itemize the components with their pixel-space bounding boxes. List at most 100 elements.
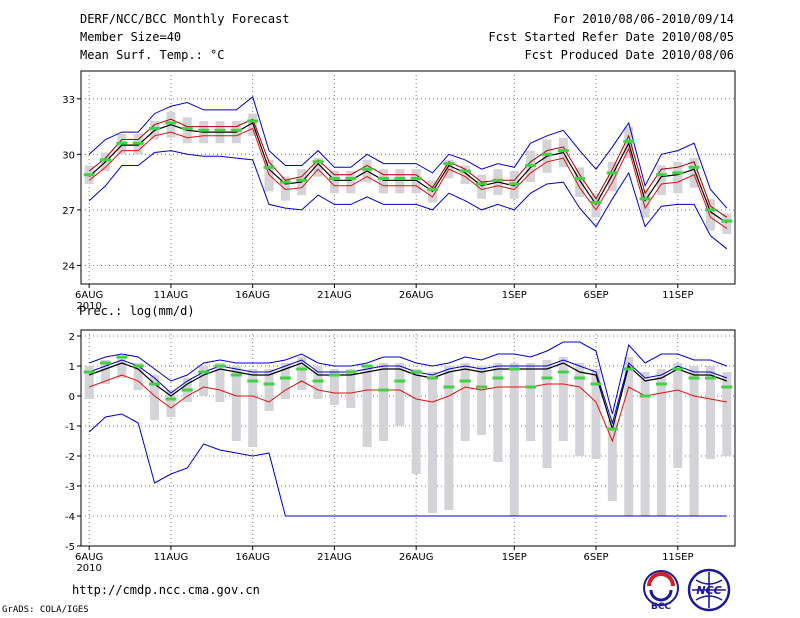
temp-spread-bar [264, 159, 274, 192]
prec-median-marker [639, 394, 651, 398]
temp-median-marker [83, 173, 95, 177]
prec-spread-bar [558, 357, 568, 441]
temp-plot-frame [80, 70, 736, 285]
prec-ytick-label: -2 [65, 452, 75, 463]
prec-spread-bar [329, 369, 339, 405]
prec-median-marker [165, 397, 177, 401]
prec-median-marker [606, 427, 618, 431]
prec-median-marker [83, 370, 95, 374]
temp-spread-bars [84, 111, 732, 234]
prec-spread-bar [656, 369, 666, 516]
prec-median-marker [704, 376, 716, 380]
temp-median-marker [263, 165, 275, 169]
prec-spread-bar [607, 420, 617, 501]
temp-spread-bar [673, 161, 683, 194]
temp-ytick-label: 30 [62, 150, 75, 161]
prec-spread-bar [624, 357, 634, 516]
prec-min-line [88, 413, 727, 517]
temp-median-marker [508, 182, 520, 186]
temp-spread-bar [329, 171, 339, 194]
temp-spread-bar [607, 161, 617, 192]
ncc-logo: NCC [686, 568, 732, 612]
temp-spread-bar [705, 198, 715, 231]
temp-median-marker [574, 176, 586, 180]
temp-spread-bar [395, 169, 405, 194]
temp-median-marker [639, 197, 651, 201]
temp-median-marker [296, 178, 308, 182]
ncc-logo-text: NCC [696, 584, 721, 597]
temp-xtick-label: 1SEP [502, 290, 527, 301]
prec-median-marker [459, 379, 471, 383]
prec-median-marker [100, 361, 112, 365]
temp-median-marker [427, 188, 439, 192]
prec-spread-bar [444, 366, 454, 510]
temp-median-marker [165, 121, 177, 125]
temp-spread-bar [248, 113, 258, 136]
prec-spread-bar [346, 369, 356, 408]
temp-xtick-label: 26AUG [399, 290, 434, 301]
bcc-logo-text: BCC [651, 602, 671, 612]
prec-label: Prec.: log(mm/d) [79, 304, 195, 318]
prec-median-marker [328, 373, 340, 377]
prec-spread-bar [231, 366, 241, 441]
temp-mean-line [88, 122, 728, 224]
prec-median-marker [410, 370, 422, 374]
temp-median-marker [672, 171, 684, 175]
prec-plot-frame [80, 329, 736, 547]
prec-spread-bar [264, 369, 274, 411]
prec-lower-line [89, 374, 727, 443]
prec-xtick-label: 6AUG [75, 552, 103, 563]
temp-ytick-label: 33 [62, 95, 75, 106]
prec-spread-bar [395, 363, 405, 426]
prec-spread-bar [378, 363, 388, 441]
temp-median-marker [394, 176, 406, 180]
temp-median-marker [247, 119, 259, 123]
prec-spread-bar [705, 366, 715, 459]
temp-ytick-label: 24 [62, 261, 75, 272]
source-url[interactable]: http://cmdp.ncc.cma.gov.cn [72, 583, 260, 597]
prec-median-marker [443, 385, 455, 389]
temp-spread-bar [722, 213, 732, 234]
grads-credit: GrADS: COLA/IGES [2, 605, 89, 615]
prec-median-marker [312, 379, 324, 383]
prec-xtick-label: 16AUG [235, 552, 270, 563]
temp-median-marker [149, 126, 161, 130]
temp-spread-bar [378, 169, 388, 194]
prec-median-marker [557, 370, 569, 374]
prec-spread-bar [199, 366, 209, 396]
temp-median-marker [377, 176, 389, 180]
temp-median-marker [623, 139, 635, 143]
temp-median-marker [704, 208, 716, 212]
variable-label: Mean Surf. Temp.: °C [80, 48, 225, 62]
prec-spread-bar [428, 372, 438, 513]
member-size: Member Size=40 [80, 30, 182, 44]
prec-spread-bar [362, 366, 372, 447]
temp-median-marker [557, 149, 569, 153]
prec-median-marker [149, 382, 161, 386]
prec-median-marker [345, 370, 357, 374]
prec-median-markers [83, 355, 733, 431]
prec-spread-bar [215, 363, 225, 402]
temp-panel: 24 27 30 33 6AUG 11AUG 16AUG 21AUG 26AUG 1SEP 6SEP… [62, 70, 736, 312]
temp-spread-bar [575, 167, 585, 197]
prec-median-marker [476, 385, 488, 389]
temp-spread-bar [411, 169, 421, 194]
prec-spread-bar [575, 363, 585, 456]
prec-median-marker [721, 385, 733, 389]
prec-upper-line [89, 359, 727, 425]
temp-xtick-label: 11AUG [154, 290, 189, 301]
prec-median-marker [623, 367, 635, 371]
prec-median-marker [525, 385, 537, 389]
prec-median-marker [296, 367, 308, 371]
prec-ytick-label: -1 [65, 422, 75, 433]
prec-median-marker [132, 364, 144, 368]
prec-ytick-label: -3 [65, 482, 75, 493]
temp-median-marker [328, 176, 340, 180]
temp-ytick-label: 27 [62, 206, 75, 217]
temp-median-marker [361, 167, 373, 171]
temp-xtick-label: 16AUG [235, 290, 270, 301]
prec-spread-bar [509, 363, 519, 516]
prec-spread-bar [280, 363, 290, 399]
temp-xtick-label: 6SEP [583, 290, 608, 301]
